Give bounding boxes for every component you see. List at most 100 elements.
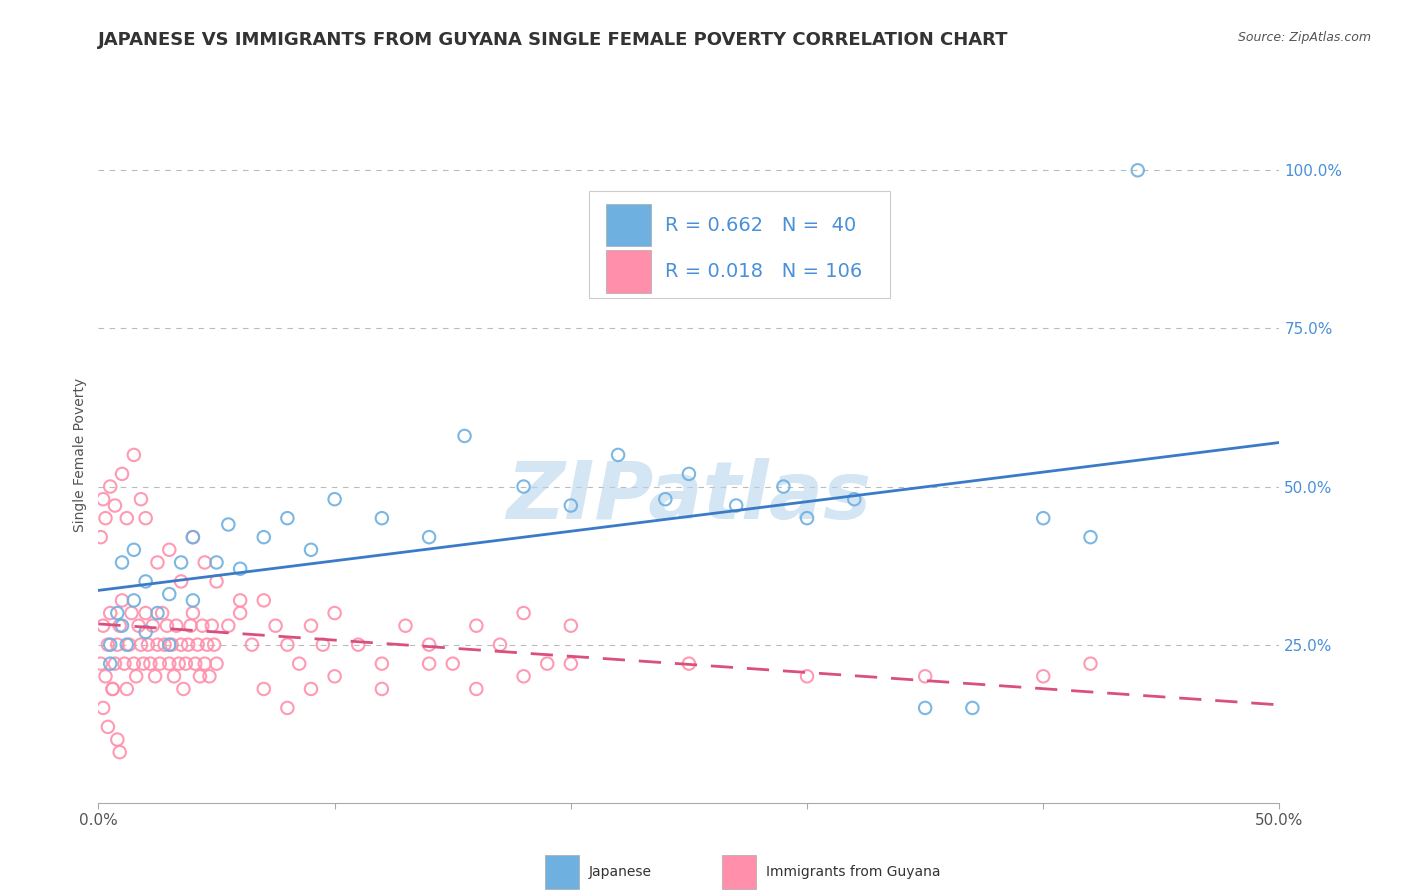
Point: [914, 669, 936, 683]
Point: [157, 638, 180, 652]
Point: [512, 606, 534, 620]
Point: [91, 701, 114, 715]
Point: [132, 657, 155, 671]
Text: JAPANESE VS IMMIGRANTS FROM GUYANA SINGLE FEMALE POVERTY CORRELATION CHART: JAPANESE VS IMMIGRANTS FROM GUYANA SINGL…: [98, 31, 1010, 49]
Point: [104, 499, 127, 513]
Point: [536, 657, 558, 671]
Point: [465, 618, 488, 632]
Point: [181, 530, 204, 544]
Point: [122, 448, 145, 462]
Point: [90, 530, 112, 544]
Point: [108, 745, 131, 759]
Point: [217, 618, 239, 632]
Point: [111, 467, 134, 481]
Point: [98, 657, 121, 671]
Point: [129, 638, 152, 652]
Point: [128, 618, 150, 632]
Point: [122, 542, 145, 557]
Point: [167, 657, 190, 671]
Point: [299, 618, 322, 632]
Point: [202, 638, 225, 652]
Point: [104, 657, 127, 671]
Point: [240, 638, 263, 652]
Point: [229, 606, 252, 620]
Point: [135, 625, 157, 640]
Point: [188, 669, 211, 683]
Point: [229, 593, 252, 607]
Point: [654, 492, 676, 507]
Point: [115, 638, 138, 652]
Point: [323, 492, 346, 507]
Point: [1032, 511, 1054, 525]
Point: [115, 511, 138, 525]
Point: [165, 618, 187, 632]
Text: Immigrants from Guyana: Immigrants from Guyana: [766, 865, 941, 880]
Point: [180, 618, 202, 632]
Point: [962, 701, 984, 715]
Point: [288, 657, 311, 671]
Point: [111, 593, 134, 607]
Point: [194, 657, 217, 671]
Point: [157, 587, 180, 601]
Point: [111, 556, 134, 570]
Point: [187, 638, 209, 652]
Point: [441, 657, 464, 671]
Point: [143, 669, 166, 683]
Point: [90, 657, 112, 671]
Point: [205, 657, 228, 671]
Point: [118, 638, 141, 652]
Point: [91, 492, 114, 507]
Point: [1126, 163, 1149, 178]
Point: [157, 657, 180, 671]
Point: [312, 638, 335, 652]
Point: [299, 542, 322, 557]
Point: [347, 638, 370, 652]
Point: [205, 574, 228, 589]
Point: [678, 657, 700, 671]
Point: [150, 606, 173, 620]
Point: [105, 732, 128, 747]
Point: [276, 511, 298, 525]
Point: [560, 499, 582, 513]
FancyBboxPatch shape: [546, 855, 579, 889]
Point: [299, 681, 322, 696]
Point: [112, 657, 135, 671]
Point: [146, 606, 169, 620]
Point: [105, 606, 128, 620]
Point: [796, 669, 818, 683]
Point: [156, 618, 179, 632]
Point: [678, 467, 700, 481]
FancyBboxPatch shape: [589, 191, 890, 298]
Point: [157, 542, 180, 557]
FancyBboxPatch shape: [723, 855, 756, 889]
Point: [465, 681, 488, 696]
Point: [276, 638, 298, 652]
Point: [253, 681, 276, 696]
Point: [772, 479, 794, 493]
Point: [125, 669, 148, 683]
Point: [276, 701, 298, 715]
Point: [184, 657, 207, 671]
Point: [121, 606, 143, 620]
Point: [453, 429, 475, 443]
Point: [146, 556, 169, 570]
Point: [560, 657, 582, 671]
Point: [323, 606, 346, 620]
Point: [181, 530, 204, 544]
Point: [371, 657, 394, 671]
Point: [264, 618, 287, 632]
Point: [111, 618, 134, 632]
Point: [170, 574, 193, 589]
Point: [139, 657, 162, 671]
Point: [97, 638, 120, 652]
Point: [97, 720, 120, 734]
Point: [607, 448, 630, 462]
Point: [725, 499, 748, 513]
Point: [1080, 657, 1102, 671]
Point: [253, 530, 276, 544]
Point: [129, 492, 152, 507]
Text: R = 0.662   N =  40: R = 0.662 N = 40: [665, 216, 856, 235]
Point: [149, 657, 172, 671]
Point: [174, 657, 197, 671]
Point: [94, 511, 117, 525]
